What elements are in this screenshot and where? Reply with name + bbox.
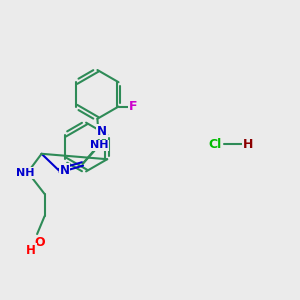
Text: N: N <box>59 164 70 177</box>
Text: H: H <box>26 244 36 257</box>
Text: NH: NH <box>16 168 34 178</box>
Text: O: O <box>35 236 45 249</box>
Text: F: F <box>129 100 138 113</box>
Text: NH: NH <box>90 140 108 151</box>
Text: H: H <box>243 138 253 151</box>
Text: Cl: Cl <box>209 138 222 151</box>
Text: N: N <box>97 125 107 138</box>
